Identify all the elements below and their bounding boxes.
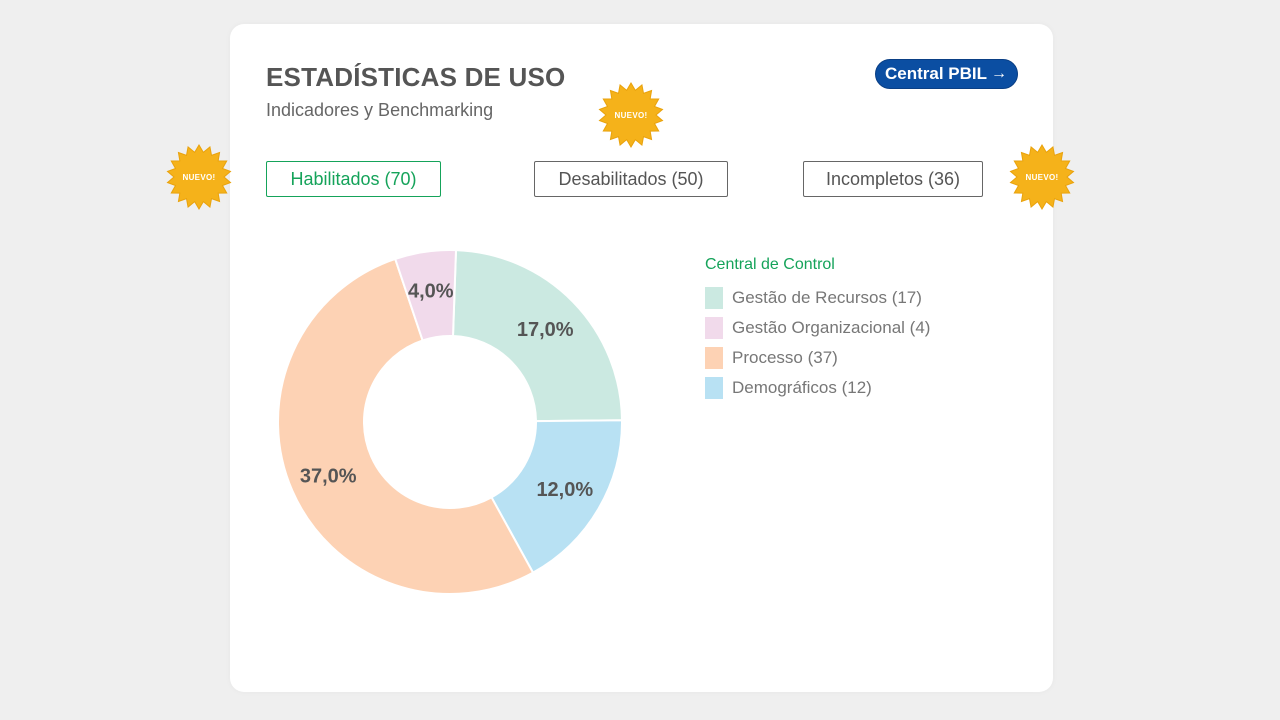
starburst-badge-icon bbox=[598, 82, 664, 148]
legend-label: Gestão de Recursos (17) bbox=[732, 288, 922, 307]
nuevo-badge-text: NUEVO! bbox=[1025, 172, 1059, 182]
legend-label: Processo (37) bbox=[732, 348, 838, 367]
legend-item[interactable]: Gestão Organizacional (4) bbox=[705, 313, 1005, 343]
starburst-badge-icon bbox=[166, 144, 232, 210]
legend-label: Demográficos (12) bbox=[732, 378, 872, 397]
donut-slice[interactable] bbox=[393, 249, 458, 342]
donut-slice-label: 4,0% bbox=[408, 280, 454, 302]
nuevo-badge-text: NUEVO! bbox=[614, 110, 648, 120]
tab-habilitados[interactable]: Habilitados (70) bbox=[266, 161, 441, 197]
donut-chart-svg: 17,0% 12,0% 37,0% 4,0% bbox=[277, 249, 624, 595]
starburst-badge-icon bbox=[1009, 144, 1075, 210]
donut-slice-label: 17,0% bbox=[517, 319, 574, 341]
legend-swatch bbox=[705, 287, 723, 309]
tab-desabilitados[interactable]: Desabilitados (50) bbox=[534, 161, 728, 197]
page-subtitle: Indicadores y Benchmarking bbox=[266, 100, 494, 120]
legend-item[interactable]: Demográficos (12) bbox=[705, 373, 1005, 403]
donut-chart: 17,0% 12,0% 37,0% 4,0% bbox=[270, 242, 630, 602]
arrow-right-icon: → bbox=[991, 65, 1008, 82]
central-pbil-label: Central PBIL bbox=[885, 64, 988, 83]
legend-swatch bbox=[705, 317, 723, 339]
nuevo-badge-desabilitados: NUEVO! bbox=[598, 82, 664, 148]
chart-legend: Central de Control Gestão de Recursos (1… bbox=[705, 256, 1005, 403]
legend-swatch bbox=[705, 347, 723, 369]
central-pbil-button[interactable]: Central PBIL → bbox=[875, 59, 1019, 89]
legend-item[interactable]: Gestão de Recursos (17) bbox=[705, 283, 1005, 313]
legend-swatch bbox=[705, 377, 723, 399]
page-title: ESTADÍSTICAS DE USO bbox=[266, 62, 566, 92]
donut-slice-label: 37,0% bbox=[300, 466, 357, 488]
nuevo-badge-text: NUEVO! bbox=[182, 172, 216, 182]
legend-item[interactable]: Processo (37) bbox=[705, 343, 1005, 373]
legend-label: Gestão Organizacional (4) bbox=[732, 318, 931, 337]
donut-slice[interactable] bbox=[277, 257, 535, 595]
nuevo-badge-habilitados: NUEVO! bbox=[166, 144, 232, 210]
donut-slice[interactable] bbox=[451, 249, 624, 423]
donut-slice-label: 12,0% bbox=[536, 479, 593, 501]
donut-slice[interactable] bbox=[490, 419, 623, 575]
tab-incompletos[interactable]: Incompletos (36) bbox=[803, 161, 983, 197]
nuevo-badge-incompletos: NUEVO! bbox=[1009, 144, 1075, 210]
legend-title: Central de Control bbox=[705, 256, 835, 273]
